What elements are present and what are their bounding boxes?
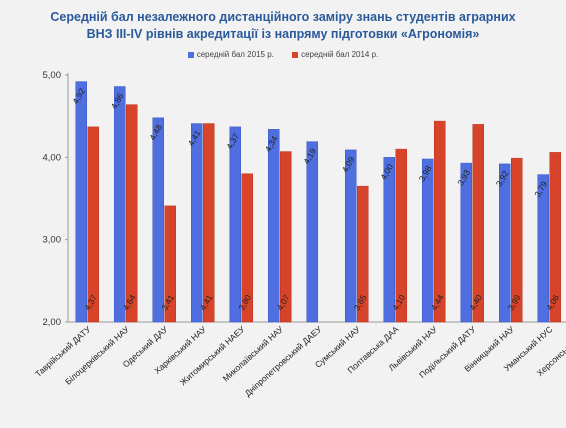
legend-item-2014: середній бал 2014 р. <box>292 50 378 59</box>
y-tick-label: 3,00 <box>43 235 62 246</box>
bar-2014 <box>434 120 446 323</box>
x-tick-label: Житомирський НАЕУ <box>178 324 247 388</box>
y-tick-label: 4,00 <box>43 152 62 163</box>
x-tick-label: Білоцерківський НАУ <box>63 324 132 387</box>
bar-2014 <box>203 123 215 323</box>
bar-2014 <box>87 126 99 323</box>
bar-2014 <box>511 157 523 323</box>
bar-2015 <box>114 86 126 323</box>
bar-2015 <box>306 141 318 323</box>
legend-item-2015: середній бал 2015 р. <box>187 50 274 59</box>
bar-2015 <box>460 162 472 323</box>
bar-2014 <box>472 124 484 323</box>
bar-2015 <box>191 123 203 323</box>
bar-2015 <box>75 81 87 323</box>
bar-2015 <box>152 117 164 323</box>
chart-title: Середній бал незалежного дистанційного з… <box>50 10 516 24</box>
bar-2014 <box>241 173 253 323</box>
bar-2014 <box>357 185 369 323</box>
bar-2015 <box>499 163 511 323</box>
bar-2015 <box>229 126 241 323</box>
chart-subtitle: ВНЗ ІІІ-ІV рівнів акредитації із напряму… <box>86 27 480 41</box>
bar-2014 <box>549 152 561 323</box>
y-tick-label: 5,00 <box>43 70 62 81</box>
bar-2015 <box>422 158 434 323</box>
bar-2015 <box>268 129 280 323</box>
bar-2015 <box>537 174 549 323</box>
bar-2014 <box>126 104 138 323</box>
legend-label-2014: середній бал 2014 р. <box>301 50 379 59</box>
legend: середній бал 2015 р. середній бал 2014 р… <box>0 50 566 59</box>
bar-2014 <box>164 205 176 323</box>
legend-label-2015: середній бал 2015 р. <box>196 50 274 59</box>
bar-2014 <box>280 151 292 323</box>
x-tick-label: Дніпропетровський ДАЕУ <box>243 324 324 399</box>
bar-2015 <box>383 157 395 323</box>
y-tick-label: 2,00 <box>43 317 62 328</box>
legend-swatch-2015 <box>187 51 194 58</box>
bar-2015 <box>345 149 357 323</box>
bar-2014 <box>395 148 407 323</box>
legend-swatch-2014 <box>292 51 299 58</box>
